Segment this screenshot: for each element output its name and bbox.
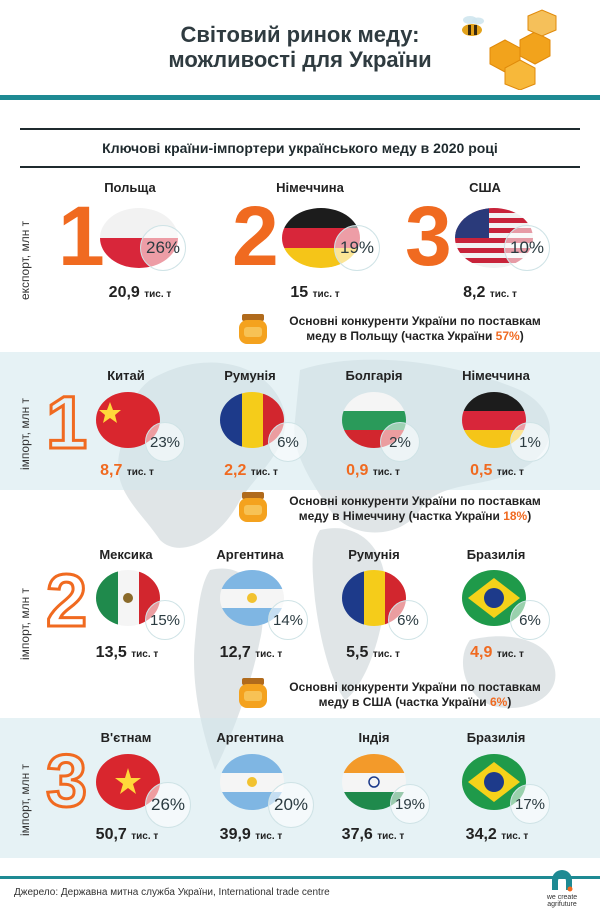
s2-country-4: Бразилія	[466, 547, 526, 562]
s3-country-1: В'єтнам	[100, 730, 152, 745]
honey-jar-icon	[239, 678, 267, 708]
header-divider	[0, 95, 600, 100]
section-2-side-label: імпорт, млн т	[18, 587, 32, 660]
s2-country-1: Мексика	[99, 547, 153, 562]
flag-mexico-icon	[96, 570, 160, 626]
s3-pct-2: 20%	[268, 782, 314, 828]
s3-value-3: 37,6 тис. т	[341, 826, 405, 843]
s2-country-3: Румунія	[348, 547, 400, 562]
hero-subtitle: Ключові країни-імпортери українського ме…	[102, 140, 498, 156]
s3-country-3: Індія	[358, 730, 390, 745]
hero-rank-2: 2	[232, 189, 279, 283]
s3-value-1: 50,7 тис. т	[95, 826, 159, 843]
flag-argentina-icon	[220, 570, 284, 626]
page-title: Світовий ринок меду: можливості для Укра…	[0, 22, 600, 72]
section-2-rank: 2	[44, 558, 88, 644]
hero-value-3: 8,2 тис. т	[463, 284, 517, 301]
honeycomb-bee-illustration	[462, 9, 557, 90]
s1-pct-4: 1%	[510, 422, 550, 462]
section-1-heading: Основні конкуренти України по поставкам …	[289, 314, 541, 343]
s1-value-1: 8,7 тис. т	[100, 462, 154, 479]
hero-ribbon: Ключові країни-імпортери українського ме…	[20, 128, 580, 168]
s3-value-4: 34,2 тис. т	[465, 826, 529, 843]
s3-country-2: Аргентина	[216, 730, 284, 745]
agrifuture-logo-icon	[552, 870, 573, 892]
s3-pct-1: 26%	[145, 782, 191, 828]
s1-pct-3: 2%	[380, 422, 420, 462]
section-2-heading: Основні конкуренти України по поставкам …	[289, 494, 541, 523]
s3-pct-3: 19%	[390, 784, 430, 824]
bee-icon	[462, 16, 484, 36]
s2-pct-4: 6%	[510, 600, 550, 640]
section-1-side-label: імпорт, млн т	[18, 397, 32, 470]
section-3-rank: 3	[44, 738, 88, 824]
hero-side-label: експорт, млн т	[18, 220, 32, 300]
s3-pct-4: 17%	[510, 784, 550, 824]
section-3-heading: Основні конкуренти України по поставкам …	[289, 680, 541, 709]
hero-country-1: Польща	[104, 180, 156, 195]
s2-value-4: 4,9 тис. т	[470, 644, 524, 661]
s3-country-4: Бразилія	[466, 730, 526, 745]
honey-jar-icon	[239, 492, 267, 522]
title-line-1: Світовий ринок меду:	[180, 22, 420, 47]
s1-country-1: Китай	[107, 368, 145, 383]
section-3-side-label: імпорт, млн т	[18, 763, 32, 836]
s1-country-4: Німеччина	[462, 368, 530, 383]
source-text: Джерело: Державна митна служба України, …	[14, 887, 330, 898]
footer-divider	[0, 876, 600, 879]
hero-country-3: США	[469, 180, 501, 195]
hero-pct-2: 19%	[334, 225, 380, 271]
s2-pct-3: 6%	[388, 600, 428, 640]
s1-country-3: Болгарія	[345, 368, 403, 383]
s2-value-2: 12,7 тис. т	[219, 644, 283, 661]
hero-pct-3: 10%	[504, 225, 550, 271]
s1-pct-1: 23%	[145, 422, 185, 462]
flag-romania-icon	[220, 392, 284, 448]
hero-value-2: 15 тис. т	[290, 284, 340, 301]
honey-jar-icon	[239, 314, 267, 344]
hero-country-2: Німеччина	[276, 180, 344, 195]
flag-brazil-icon	[462, 754, 526, 810]
brand-logo: we create agrifuture	[542, 870, 582, 908]
flag-brazil-icon	[462, 570, 526, 626]
section-1-rank: 1	[44, 380, 88, 466]
s2-value-1: 13,5 тис. т	[95, 644, 159, 661]
s1-value-2: 2,2 тис. т	[224, 462, 278, 479]
flag-argentina-icon	[220, 754, 284, 810]
header: Світовий ринок меду: можливості для Укра…	[0, 0, 600, 100]
s1-value-3: 0,9 тис. т	[346, 462, 400, 479]
hero-rank-3: 3	[405, 189, 452, 283]
title-line-2: можливості для України	[168, 47, 432, 72]
hero-pct-1: 26%	[140, 225, 186, 271]
s1-pct-2: 6%	[268, 422, 308, 462]
s1-country-2: Румунія	[224, 368, 276, 383]
s1-value-4: 0,5 тис. т	[470, 462, 524, 479]
s2-country-2: Аргентина	[216, 547, 284, 562]
flag-india-icon	[342, 754, 406, 810]
hero-rank-1: 1	[58, 189, 105, 283]
s2-pct-1: 15%	[145, 600, 185, 640]
s2-value-3: 5,5 тис. т	[346, 644, 400, 661]
hero-value-1: 20,9 тис. т	[108, 284, 172, 301]
s3-value-2: 39,9 тис. т	[219, 826, 283, 843]
s2-pct-2: 14%	[268, 600, 308, 640]
